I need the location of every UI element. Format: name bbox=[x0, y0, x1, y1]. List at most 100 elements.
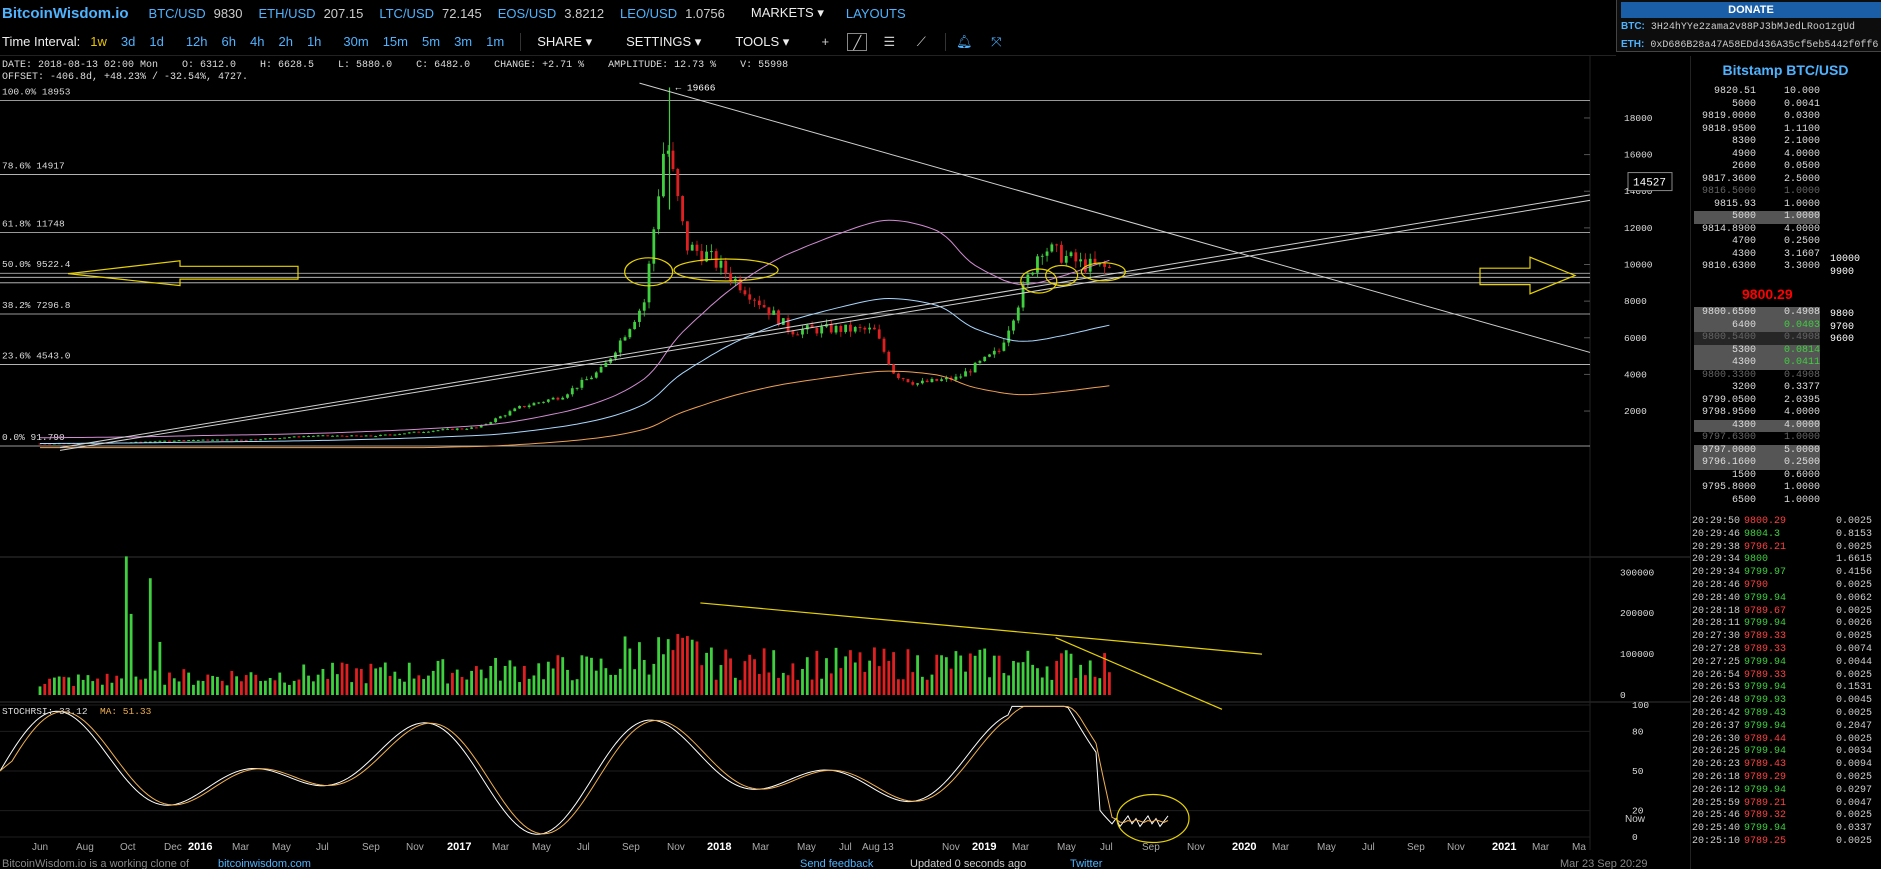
trade-row: 20:26:23 9789.43 0.0094 bbox=[1692, 759, 1872, 772]
feedback-link[interactable]: Send feedback bbox=[800, 858, 874, 869]
order-row[interactable]: 9797.6300 1.0000 bbox=[1694, 432, 1820, 445]
order-row[interactable]: 9815.93 1.0000 bbox=[1694, 199, 1820, 212]
order-row[interactable]: 1500 0.6000 bbox=[1694, 470, 1820, 483]
interval-1m[interactable]: 1m bbox=[486, 34, 505, 49]
order-row[interactable]: 9810.6300 3.3000 bbox=[1694, 261, 1820, 274]
right-arrow-annotation bbox=[1479, 256, 1577, 295]
order-row[interactable]: 5000 1.0000 bbox=[1694, 211, 1820, 224]
volume-bar bbox=[1021, 662, 1025, 695]
site-logo[interactable]: BitcoinWisdom.io bbox=[2, 4, 129, 22]
order-row[interactable]: 9820.51 10.000 bbox=[1694, 86, 1820, 99]
volume-bar bbox=[858, 652, 862, 695]
interval-15m[interactable]: 15m bbox=[382, 34, 408, 49]
draw-tool-icon[interactable]: ⟋ bbox=[916, 33, 926, 49]
source-link[interactable]: bitcoinwisdom.com bbox=[218, 858, 311, 869]
candle-body bbox=[244, 439, 248, 441]
volume-bar bbox=[436, 660, 440, 695]
price-chart[interactable]: 1800016000140001200010000800060004000200… bbox=[0, 0, 1690, 869]
order-row[interactable]: 8300 2.1000 bbox=[1694, 136, 1820, 149]
candle-body bbox=[263, 438, 267, 440]
order-row[interactable]: 9817.3600 2.5000 bbox=[1694, 174, 1820, 187]
layouts-link[interactable]: LAYOUTS bbox=[845, 5, 906, 21]
order-row[interactable]: 3200 0.3377 bbox=[1694, 382, 1820, 395]
interval-3m[interactable]: 3m bbox=[454, 34, 473, 49]
volume-bar bbox=[211, 675, 215, 695]
interval-1w[interactable]: 1w bbox=[90, 34, 107, 49]
volume-axis-label: 0 bbox=[1620, 690, 1626, 701]
x-axis-label: Mar bbox=[232, 842, 250, 853]
candle-body bbox=[575, 387, 579, 389]
btc-address[interactable]: 3H24hYYe2zama2v88PJ3bMJedLRoo1zgUd bbox=[1650, 22, 1855, 33]
ticker-ltc[interactable]: LTC/USD 72.145 bbox=[379, 6, 481, 21]
trade-row: 20:26:18 9789.29 0.0025 bbox=[1692, 772, 1872, 785]
order-row[interactable]: 6400 0.0403 bbox=[1694, 319, 1820, 332]
volume-bar bbox=[287, 684, 291, 695]
order-row[interactable]: 9799.0500 2.0395 bbox=[1694, 395, 1820, 408]
volume-bar bbox=[168, 672, 171, 695]
volume-bar bbox=[331, 662, 334, 695]
order-row[interactable]: 9800.3300 0.4908 bbox=[1694, 370, 1820, 383]
line-tool-icon[interactable]: ╱ bbox=[847, 32, 868, 51]
trade-row: 20:29:38 9796.21 0.0025 bbox=[1692, 542, 1872, 555]
candle-body bbox=[513, 408, 517, 412]
interval-1d[interactable]: 1d bbox=[149, 34, 164, 49]
interval-1h[interactable]: 1h bbox=[306, 34, 322, 49]
tools-menu[interactable]: TOOLS ▾ bbox=[735, 34, 789, 50]
volume-bar bbox=[580, 655, 584, 695]
order-row[interactable]: 4900 4.0000 bbox=[1694, 149, 1820, 162]
order-row[interactable]: 4300 3.1607 bbox=[1694, 249, 1820, 262]
markets-menu[interactable]: MARKETS ▾ bbox=[751, 5, 824, 21]
settings-menu[interactable]: SETTINGS ▾ bbox=[626, 34, 701, 50]
volume-bar bbox=[124, 556, 128, 695]
footer: BitcoinWisdom.io is a working clone of b… bbox=[0, 858, 1690, 869]
candle-body bbox=[1069, 252, 1073, 257]
volume-trendline bbox=[700, 602, 1263, 655]
order-row[interactable]: 5300 0.0814 bbox=[1694, 344, 1820, 357]
candle-body bbox=[225, 439, 229, 441]
interval-2h[interactable]: 2h bbox=[278, 34, 293, 49]
order-row[interactable]: 9795.8000 1.0000 bbox=[1694, 482, 1820, 495]
interval-5m[interactable]: 5m bbox=[422, 34, 441, 49]
order-price: 9800.6500 bbox=[1701, 307, 1756, 318]
share-menu[interactable]: SHARE ▾ bbox=[537, 34, 592, 50]
volume-bar bbox=[81, 679, 85, 695]
trade-price: 9789.32 bbox=[1744, 810, 1787, 822]
ticker-leo[interactable]: LEO/USD 1.0756 bbox=[620, 6, 725, 21]
order-row[interactable]: 4300 4.0000 bbox=[1694, 419, 1820, 432]
order-row[interactable]: 9816.5000 1.0000 bbox=[1694, 186, 1820, 199]
order-row[interactable]: 9800.6500 0.4908 bbox=[1694, 307, 1820, 320]
order-row[interactable]: 9819.0000 0.0300 bbox=[1694, 111, 1820, 124]
candle-body bbox=[796, 334, 800, 336]
order-row[interactable]: 2600 0.0500 bbox=[1694, 161, 1820, 174]
order-row[interactable]: 4300 0.0411 bbox=[1694, 357, 1820, 370]
interval-12h[interactable]: 12h bbox=[185, 34, 208, 49]
alert-bell-icon[interactable]: 🔔︎ bbox=[956, 33, 973, 49]
order-row[interactable]: 9800.5400 0.4908 bbox=[1694, 332, 1820, 345]
candle-body bbox=[172, 440, 176, 442]
interval-6h[interactable]: 6h bbox=[221, 34, 236, 49]
fullscreen-icon[interactable]: ⤧ bbox=[991, 33, 1002, 49]
twitter-link[interactable]: Twitter bbox=[1070, 858, 1103, 869]
trade-time: 20:26:54 bbox=[1692, 669, 1741, 681]
order-row[interactable]: 9818.9500 1.1100 bbox=[1694, 124, 1820, 137]
interval-3d[interactable]: 3d bbox=[120, 34, 136, 49]
order-row[interactable]: 9814.8900 4.0000 bbox=[1694, 224, 1820, 237]
crosshair-icon[interactable]: + bbox=[821, 33, 830, 49]
ticker-eth[interactable]: ETH/USD 207.15 bbox=[259, 6, 364, 21]
x-axis-label: May bbox=[1317, 842, 1336, 853]
candle-body bbox=[407, 432, 411, 434]
eth-address[interactable]: 0xD686B28a47A58EDd436A35cf5eb5442f0ff6 bbox=[1650, 40, 1879, 51]
order-row[interactable]: 9798.9500 4.0000 bbox=[1694, 407, 1820, 420]
interval-4h[interactable]: 4h bbox=[250, 34, 265, 49]
fib-tool-icon[interactable]: ☰ bbox=[883, 33, 896, 49]
order-row[interactable]: 4700 0.2500 bbox=[1694, 236, 1820, 249]
trade-time: 20:26:37 bbox=[1692, 720, 1741, 732]
ticker-btc[interactable]: BTC/USD 9830 bbox=[149, 6, 243, 21]
order-price: 9795.8000 bbox=[1701, 482, 1756, 493]
order-row[interactable]: 9796.1600 0.2500 bbox=[1694, 457, 1820, 470]
ticker-eos[interactable]: EOS/USD 3.8212 bbox=[498, 6, 604, 21]
order-row[interactable]: 5000 0.0041 bbox=[1694, 99, 1820, 112]
interval-30m[interactable]: 30m bbox=[343, 34, 369, 49]
order-row[interactable]: 9797.0000 5.0000 bbox=[1694, 444, 1820, 457]
order-row[interactable]: 6500 1.0000 bbox=[1694, 495, 1820, 508]
